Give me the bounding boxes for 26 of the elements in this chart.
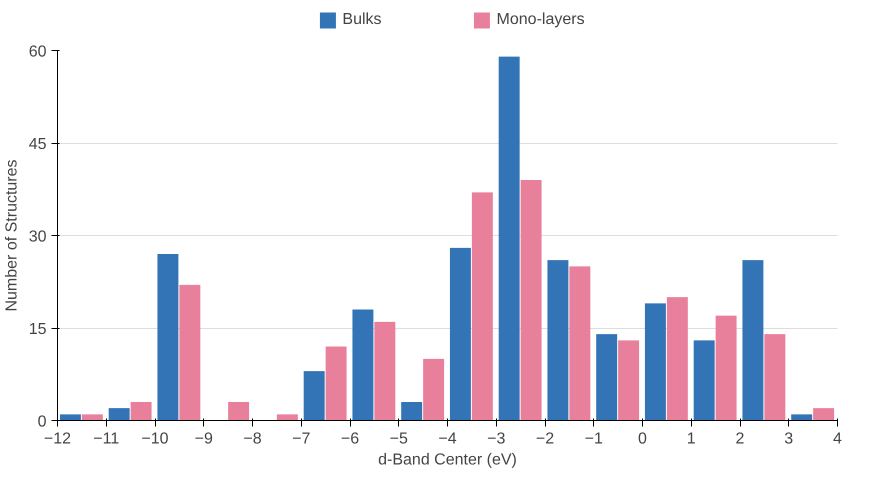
x-tick-label: 3: [784, 430, 794, 448]
x-tick-label: −2: [536, 430, 554, 448]
x-tick-label: 0: [638, 430, 648, 448]
x-axis-title: d-Band Center (eV): [378, 452, 517, 468]
x-tick-label: −3: [487, 430, 506, 448]
x-tick-label: −9: [194, 430, 213, 448]
x-tick-label: 4: [833, 430, 842, 448]
y-tick-label: 30: [28, 228, 47, 246]
y-tick-label: 15: [28, 321, 47, 338]
x-tick-label: −5: [390, 430, 408, 448]
legend-label: Bulks: [342, 11, 382, 29]
y-tick-label: 60: [28, 44, 47, 60]
x-tick-label: 1: [686, 430, 696, 448]
x-tick-label: −11: [93, 430, 120, 448]
x-tick-label: −12: [44, 430, 72, 448]
legend-label: Mono-layers: [496, 11, 585, 29]
x-tick-label: −10: [141, 430, 169, 448]
x-tick-label: −8: [243, 430, 262, 448]
x-tick-label: 2: [736, 430, 745, 448]
x-tick-label: −4: [438, 430, 457, 448]
y-axis-title: Number of Structures: [4, 159, 21, 312]
x-tick-label: −7: [292, 430, 310, 448]
y-tick-label: 45: [28, 136, 47, 153]
y-tick-label: 0: [38, 414, 47, 430]
x-tick-label: −1: [584, 430, 603, 448]
x-tick-label: −6: [340, 430, 360, 448]
